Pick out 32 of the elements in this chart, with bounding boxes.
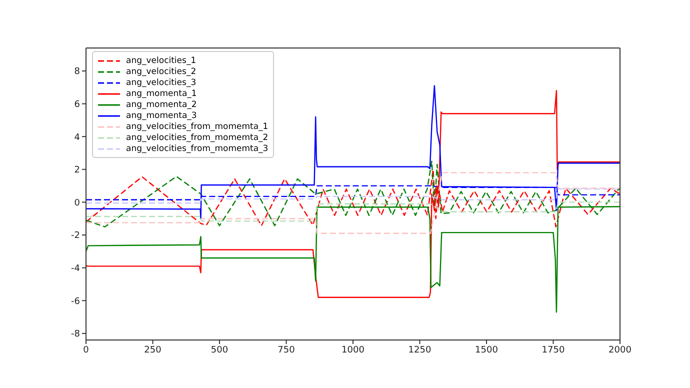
x-tick-label: 750	[278, 345, 296, 356]
y-tick-label: -8	[71, 330, 80, 340]
line-series	[86, 172, 620, 234]
y-tick-label: 0	[74, 198, 80, 208]
line-series	[86, 188, 620, 204]
line-series	[86, 202, 620, 222]
y-tick-label: 6	[74, 100, 80, 110]
x-tick-label: 500	[210, 345, 228, 356]
y-tick-label: 4	[74, 132, 80, 143]
y-tick-label: 8	[74, 67, 80, 78]
legend-label: ang_velocities_from_momemta_1	[126, 122, 268, 132]
y-tick-label: -6	[71, 296, 80, 307]
x-tick-label: 2000	[608, 345, 632, 356]
x-tick-label: 1250	[408, 345, 432, 356]
x-tick-label: 250	[144, 345, 162, 356]
legend-label: ang_velocities_3	[126, 78, 196, 88]
legend-label: ang_velocities_from_momemta_2	[126, 132, 268, 142]
legend-label: ang_momenta_1	[126, 88, 197, 98]
legend-label: ang_velocities_from_momemta_3	[126, 144, 268, 154]
x-tick-label: 1000	[342, 345, 365, 356]
x-tick-label: 1750	[542, 345, 565, 356]
y-tick-label: -4	[71, 264, 80, 274]
line-series	[86, 85, 620, 220]
x-tick-label: 1500	[475, 345, 498, 356]
line-series	[86, 90, 620, 298]
y-tick-label: 2	[74, 166, 80, 176]
legend-label: ang_velocities_1	[126, 56, 196, 66]
x-tick-label: 0	[83, 345, 90, 356]
legend-label: ang_momenta_2	[126, 100, 197, 110]
legend-label: ang_velocities_2	[126, 66, 196, 76]
y-tick-label: -2	[71, 231, 80, 242]
legend-label: ang_momenta_3	[126, 110, 197, 120]
